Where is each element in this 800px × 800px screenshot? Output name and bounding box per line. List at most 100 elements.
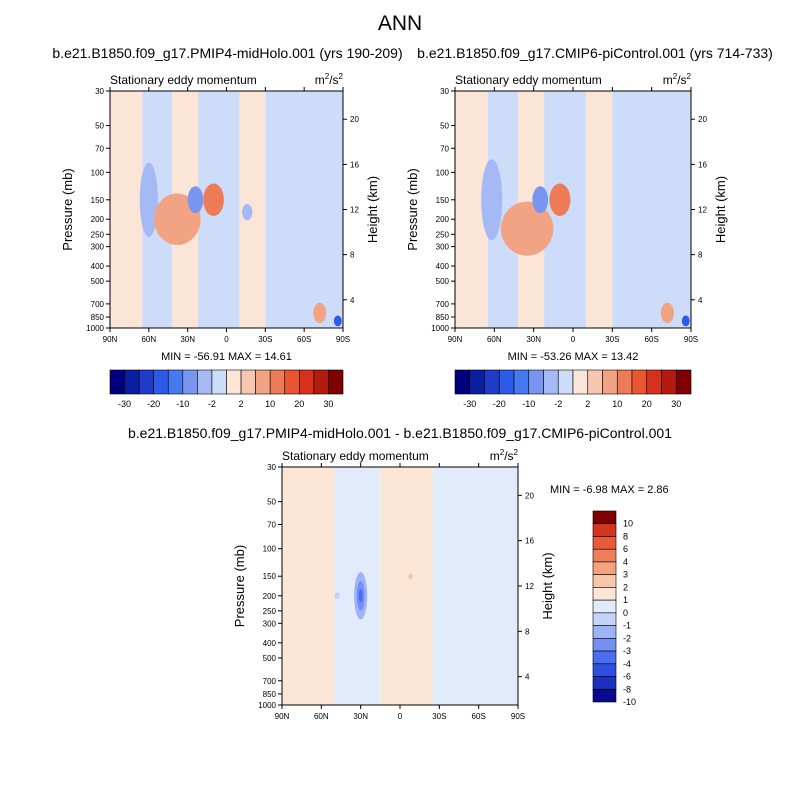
- x-tick-label: 90S: [684, 335, 698, 344]
- y-tick-label: 300: [91, 243, 105, 252]
- y2-tick-label: 8: [525, 627, 530, 636]
- colorbar-swatch: [124, 369, 140, 395]
- y-tick-label: 150: [436, 196, 450, 205]
- contour-band: [612, 91, 691, 328]
- y-tick-label: 250: [263, 607, 277, 616]
- colorbar-swatch: [182, 369, 198, 395]
- y2-tick-label: 20: [525, 491, 534, 500]
- y2-tick-label: 16: [350, 160, 359, 169]
- contour-feature: [358, 588, 363, 603]
- contour-feature: [203, 183, 224, 216]
- x-tick-label: 90N: [275, 712, 290, 721]
- colorbar-swatch: [299, 369, 315, 395]
- colorbar-swatch: [592, 536, 617, 550]
- y-tick-label: 850: [436, 313, 450, 322]
- y2-tick-label: 20: [698, 115, 707, 124]
- colorbar-swatch: [109, 369, 125, 395]
- colorbar-swatch: [153, 369, 169, 395]
- y-tick-label: 500: [263, 654, 277, 663]
- colorbar-label: -10: [176, 399, 189, 409]
- colorbar-swatch: [592, 510, 617, 525]
- colorbar-swatch: [631, 369, 648, 395]
- contour-feature: [333, 315, 342, 327]
- colorbar-swatch: [528, 369, 544, 395]
- colorbar-swatch: [454, 369, 471, 395]
- y-tick-label: 200: [91, 215, 105, 224]
- y2-tick-label: 8: [698, 251, 703, 260]
- panel-title-midholo: b.e21.B1850.f09_g17.PMIP4-midHolo.001 (y…: [52, 45, 403, 61]
- y-tick-label: 700: [436, 300, 450, 309]
- colorbar-swatch: [513, 369, 530, 395]
- contour-feature: [139, 162, 158, 237]
- contour-feature: [187, 186, 204, 214]
- colorbar-swatch: [313, 369, 329, 395]
- y2-tick-label: 4: [525, 673, 530, 682]
- colorbar-label: 8: [623, 531, 628, 541]
- contour-panel-1: [110, 91, 343, 328]
- y-tick-label: 30: [267, 463, 276, 472]
- y-tick-label: 1000: [86, 324, 104, 333]
- y-tick-label: 700: [91, 300, 105, 309]
- x-tick-label: 60S: [645, 335, 659, 344]
- units-label: m2/s2: [663, 72, 692, 87]
- contour-feature: [500, 201, 554, 256]
- x-tick-label: 30N: [353, 712, 368, 721]
- colorbar-swatch: [592, 548, 617, 563]
- x-tick-label: 30S: [432, 712, 446, 721]
- colorbar-swatch: [240, 369, 256, 395]
- y-tick-label: 200: [263, 592, 277, 601]
- colorbar-swatch: [469, 369, 485, 395]
- contour-feature: [407, 573, 414, 579]
- contour-feature: [532, 186, 549, 214]
- y-axis-label: Pressure (mb): [232, 545, 247, 627]
- x-tick-label: 30N: [180, 335, 195, 344]
- colorbar-label: -2: [554, 399, 562, 409]
- colorbar-label: 30: [323, 399, 333, 409]
- y-tick-label: 850: [91, 313, 105, 322]
- y2-tick-label: 20: [350, 115, 359, 124]
- colorbar-swatch: [226, 369, 242, 395]
- colorbar-label: 2: [239, 399, 244, 409]
- colorbar-swatch: [255, 369, 271, 395]
- colorbar-label: -2: [623, 633, 631, 643]
- colorbar-swatch: [572, 369, 589, 395]
- x-tick-label: 30S: [258, 335, 272, 344]
- stats-text: MIN = -6.98 MAX = 2.86: [550, 484, 669, 496]
- y2-tick-label: 16: [698, 160, 707, 169]
- contour-band: [265, 91, 343, 328]
- variable-label: Stationary eddy momentum: [110, 73, 257, 87]
- colorbar-swatch: [592, 599, 617, 614]
- contour-band: [282, 467, 296, 705]
- colorbar-label: 4: [623, 557, 628, 567]
- x-tick-label: 90S: [511, 712, 525, 721]
- y2-tick-label: 12: [525, 582, 534, 591]
- contour-feature: [481, 159, 503, 241]
- y-tick-label: 250: [91, 230, 105, 239]
- y2-tick-label: 16: [525, 537, 534, 546]
- y-tick-label: 300: [436, 243, 450, 252]
- x-tick-label: 90N: [448, 335, 463, 344]
- colorbar-label: 6: [623, 544, 628, 554]
- colorbar-label: 20: [294, 399, 304, 409]
- colorbar-label: -4: [623, 659, 631, 669]
- colorbar-swatch: [592, 663, 617, 677]
- colorbar-swatch: [592, 523, 617, 537]
- colorbar-label: 10: [612, 399, 622, 409]
- contour-feature: [334, 592, 340, 600]
- y-axis-label: Pressure (mb): [60, 168, 75, 250]
- contour-band: [586, 91, 613, 328]
- units-label: m2/s2: [490, 448, 519, 463]
- y-tick-label: 100: [263, 545, 277, 554]
- colorbar-swatch: [587, 369, 603, 395]
- colorbar-label: 30: [671, 399, 681, 409]
- figure-title: ANN: [377, 12, 423, 35]
- colorbar-swatch: [484, 369, 500, 395]
- colorbar-swatch: [592, 688, 617, 703]
- colorbar-swatch: [211, 369, 227, 395]
- colorbar-label: -10: [522, 399, 535, 409]
- y-tick-label: 150: [263, 572, 277, 581]
- y-tick-label: 30: [95, 87, 104, 96]
- x-tick-label: 60N: [487, 335, 502, 344]
- y-tick-label: 250: [436, 230, 450, 239]
- y2-tick-label: 12: [350, 206, 359, 215]
